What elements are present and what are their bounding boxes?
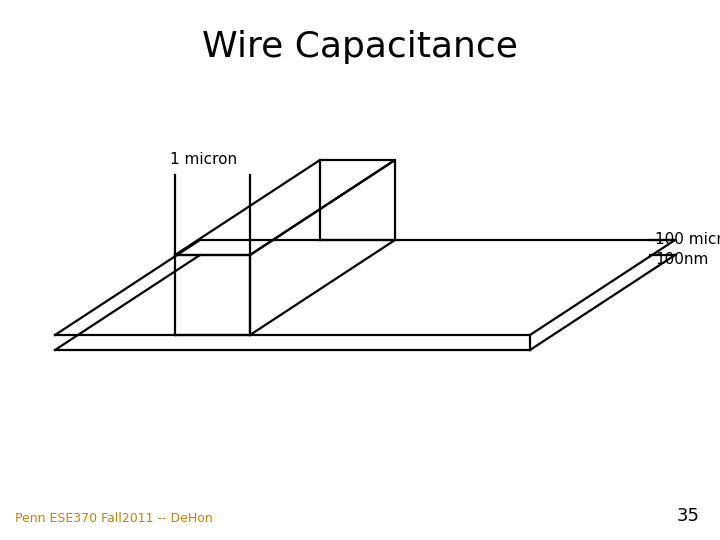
Text: Penn ESE370 Fall2011 -- DeHon: Penn ESE370 Fall2011 -- DeHon: [15, 512, 212, 525]
Text: 35: 35: [677, 507, 700, 525]
Text: 1 micron: 1 micron: [170, 152, 237, 167]
Text: 100nm: 100nm: [655, 253, 708, 267]
Text: Wire Capacitance: Wire Capacitance: [202, 30, 518, 64]
Text: 100 micron: 100 micron: [655, 233, 720, 247]
